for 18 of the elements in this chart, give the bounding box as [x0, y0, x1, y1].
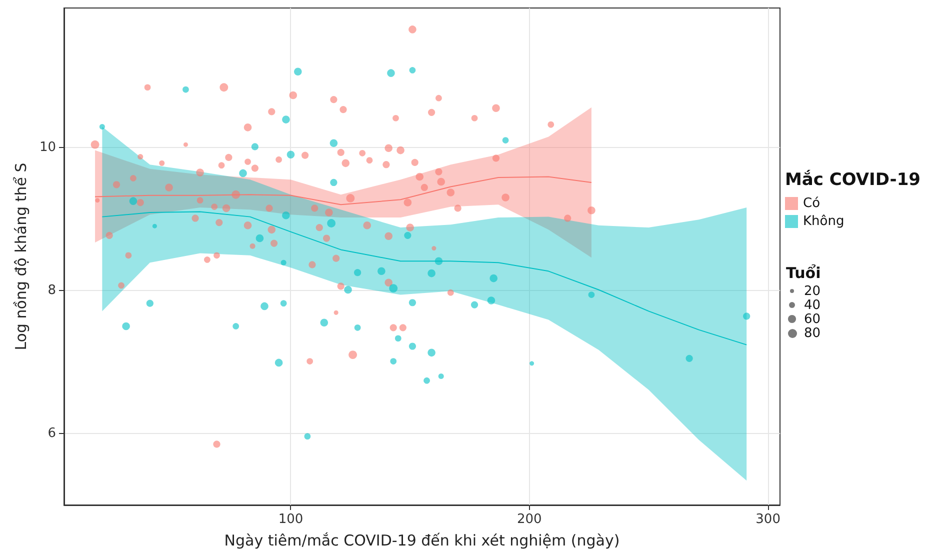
y-axis-title: Log nồng độ kháng thể S — [12, 162, 30, 350]
x-axis-title: Ngày tiêm/mắc COVID-19 đến khi xét nghiệm (ngày) — [224, 532, 620, 550]
x-tick-label: 100 — [278, 512, 304, 527]
legend-label: 80 — [804, 326, 821, 340]
line-series — [102, 211, 748, 346]
x-tick-label: 200 — [516, 512, 542, 527]
y-tick-label: 10 — [39, 140, 56, 155]
text: Tuổi — [786, 264, 821, 282]
y-tick-label: 6 — [48, 426, 56, 441]
legend-label: Không — [803, 214, 844, 229]
legend-label: 40 — [804, 298, 821, 312]
legend-label: 20 — [804, 284, 821, 298]
legend-title: Mắc COVID-19 — [785, 170, 920, 190]
line-series — [94, 176, 592, 206]
x-tick-label: 300 — [756, 512, 780, 527]
legend-label: Có — [803, 196, 820, 211]
legend-label: 60 — [804, 312, 821, 326]
y-tick-label: 8 — [48, 282, 56, 298]
